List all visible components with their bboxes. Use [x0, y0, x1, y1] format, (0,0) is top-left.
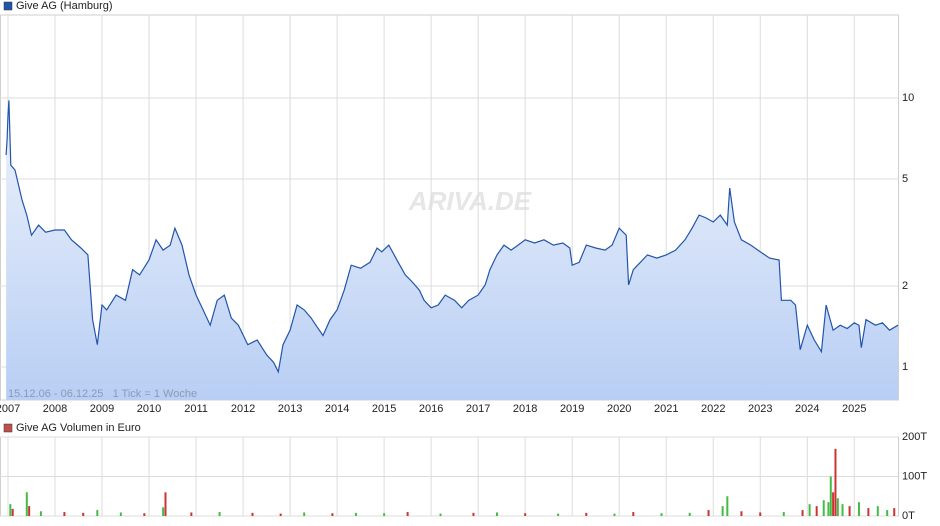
x-tick-label: 2015	[372, 403, 396, 415]
legend-swatch	[3, 423, 13, 433]
volume-bar	[876, 506, 879, 516]
volume-bar	[439, 513, 442, 516]
volume-bar	[495, 512, 498, 516]
volume-bar	[279, 513, 282, 516]
x-tick-label: 2008	[43, 403, 67, 415]
volume-bar	[63, 512, 66, 516]
volume-bar	[632, 512, 635, 516]
volume-bar	[557, 513, 560, 516]
volume-bar	[740, 511, 743, 516]
x-tick-label: 2010	[137, 403, 161, 415]
x-tick-label: 2013	[278, 403, 302, 415]
volume-bar	[143, 513, 146, 516]
volume-bar	[707, 510, 710, 516]
volume-bar	[808, 504, 811, 516]
volume-bar	[82, 512, 85, 516]
legend-label: Give AG Volumen in Euro	[16, 422, 141, 434]
x-tick-label: 2017	[466, 403, 490, 415]
watermark: ARIVA.DE	[408, 186, 532, 216]
volume-bar	[801, 510, 804, 516]
area	[6, 100, 899, 401]
x-tick-label: 2016	[419, 403, 443, 415]
volume-bar	[782, 512, 785, 516]
x-tick-label: 2014	[325, 403, 349, 415]
volume-bar	[688, 512, 691, 516]
y-tick-label: 2	[902, 280, 908, 292]
range-note: 15.12.06 - 06.12.25 1 Tick = 1 Woche	[8, 388, 197, 400]
volume-bar	[11, 508, 14, 516]
x-tick-label: 2012	[231, 403, 255, 415]
x-tick-label: 2007	[0, 403, 20, 415]
volume-bar	[829, 476, 832, 516]
volume-bar	[721, 506, 724, 516]
x-tick-label: 2022	[701, 403, 725, 415]
volume-bar	[613, 513, 616, 516]
volume-bar	[472, 512, 475, 516]
x-tick-label: 2024	[795, 403, 819, 415]
y-tick-label: 100T	[902, 470, 927, 482]
y-tick-label: 0T	[902, 510, 915, 522]
volume-bar	[25, 492, 28, 516]
x-tick-label: 2025	[842, 403, 866, 415]
x-tick-label: 2020	[607, 403, 631, 415]
volume-bar	[119, 512, 122, 516]
price-line	[5, 100, 899, 374]
volume-bar	[841, 504, 844, 516]
volume-bar	[303, 512, 306, 516]
volume-bar	[9, 504, 12, 516]
y-tick-label: 10	[902, 92, 914, 104]
volume-bar	[354, 512, 357, 516]
volume-bar	[162, 507, 165, 516]
volume-bar	[836, 498, 839, 516]
volume-bar	[524, 513, 527, 516]
legend-swatch	[3, 1, 13, 11]
y-tick-label: 1	[902, 361, 908, 373]
volume-bar	[867, 508, 870, 516]
volume-bar	[190, 512, 193, 516]
volume-bar	[893, 508, 896, 516]
volume-bar	[726, 496, 729, 516]
x-tick-label: 2021	[654, 403, 678, 415]
volume-bar	[96, 510, 99, 516]
volume-bar	[585, 512, 588, 516]
volume-bar	[832, 492, 835, 516]
volume-bar	[848, 506, 851, 516]
x-tick-label: 2018	[513, 403, 537, 415]
volume-bar	[815, 506, 818, 516]
volume-bar	[827, 502, 830, 516]
volume-bar	[331, 513, 334, 516]
volume-bar	[886, 510, 889, 516]
y-tick-label: 5	[902, 173, 908, 185]
volume-bar	[39, 511, 42, 516]
volume-bar	[406, 512, 409, 516]
volume-bar	[383, 513, 386, 516]
volume-bar	[759, 512, 762, 516]
volume-bar	[857, 502, 860, 516]
legend-label: Give AG (Hamburg)	[16, 0, 113, 12]
volume-bar	[251, 512, 254, 516]
volume-bar	[164, 492, 167, 516]
volume-bar	[834, 448, 837, 516]
volume-bar	[660, 513, 663, 516]
volume-bar	[28, 506, 31, 516]
x-tick-label: 2011	[184, 403, 208, 415]
x-tick-label: 2019	[560, 403, 584, 415]
x-tick-label: 2009	[90, 403, 114, 415]
x-tick-label: 2023	[748, 403, 772, 415]
y-tick-label: 200T	[902, 431, 927, 443]
volume-bar	[218, 512, 221, 516]
volume-bar	[822, 500, 825, 516]
